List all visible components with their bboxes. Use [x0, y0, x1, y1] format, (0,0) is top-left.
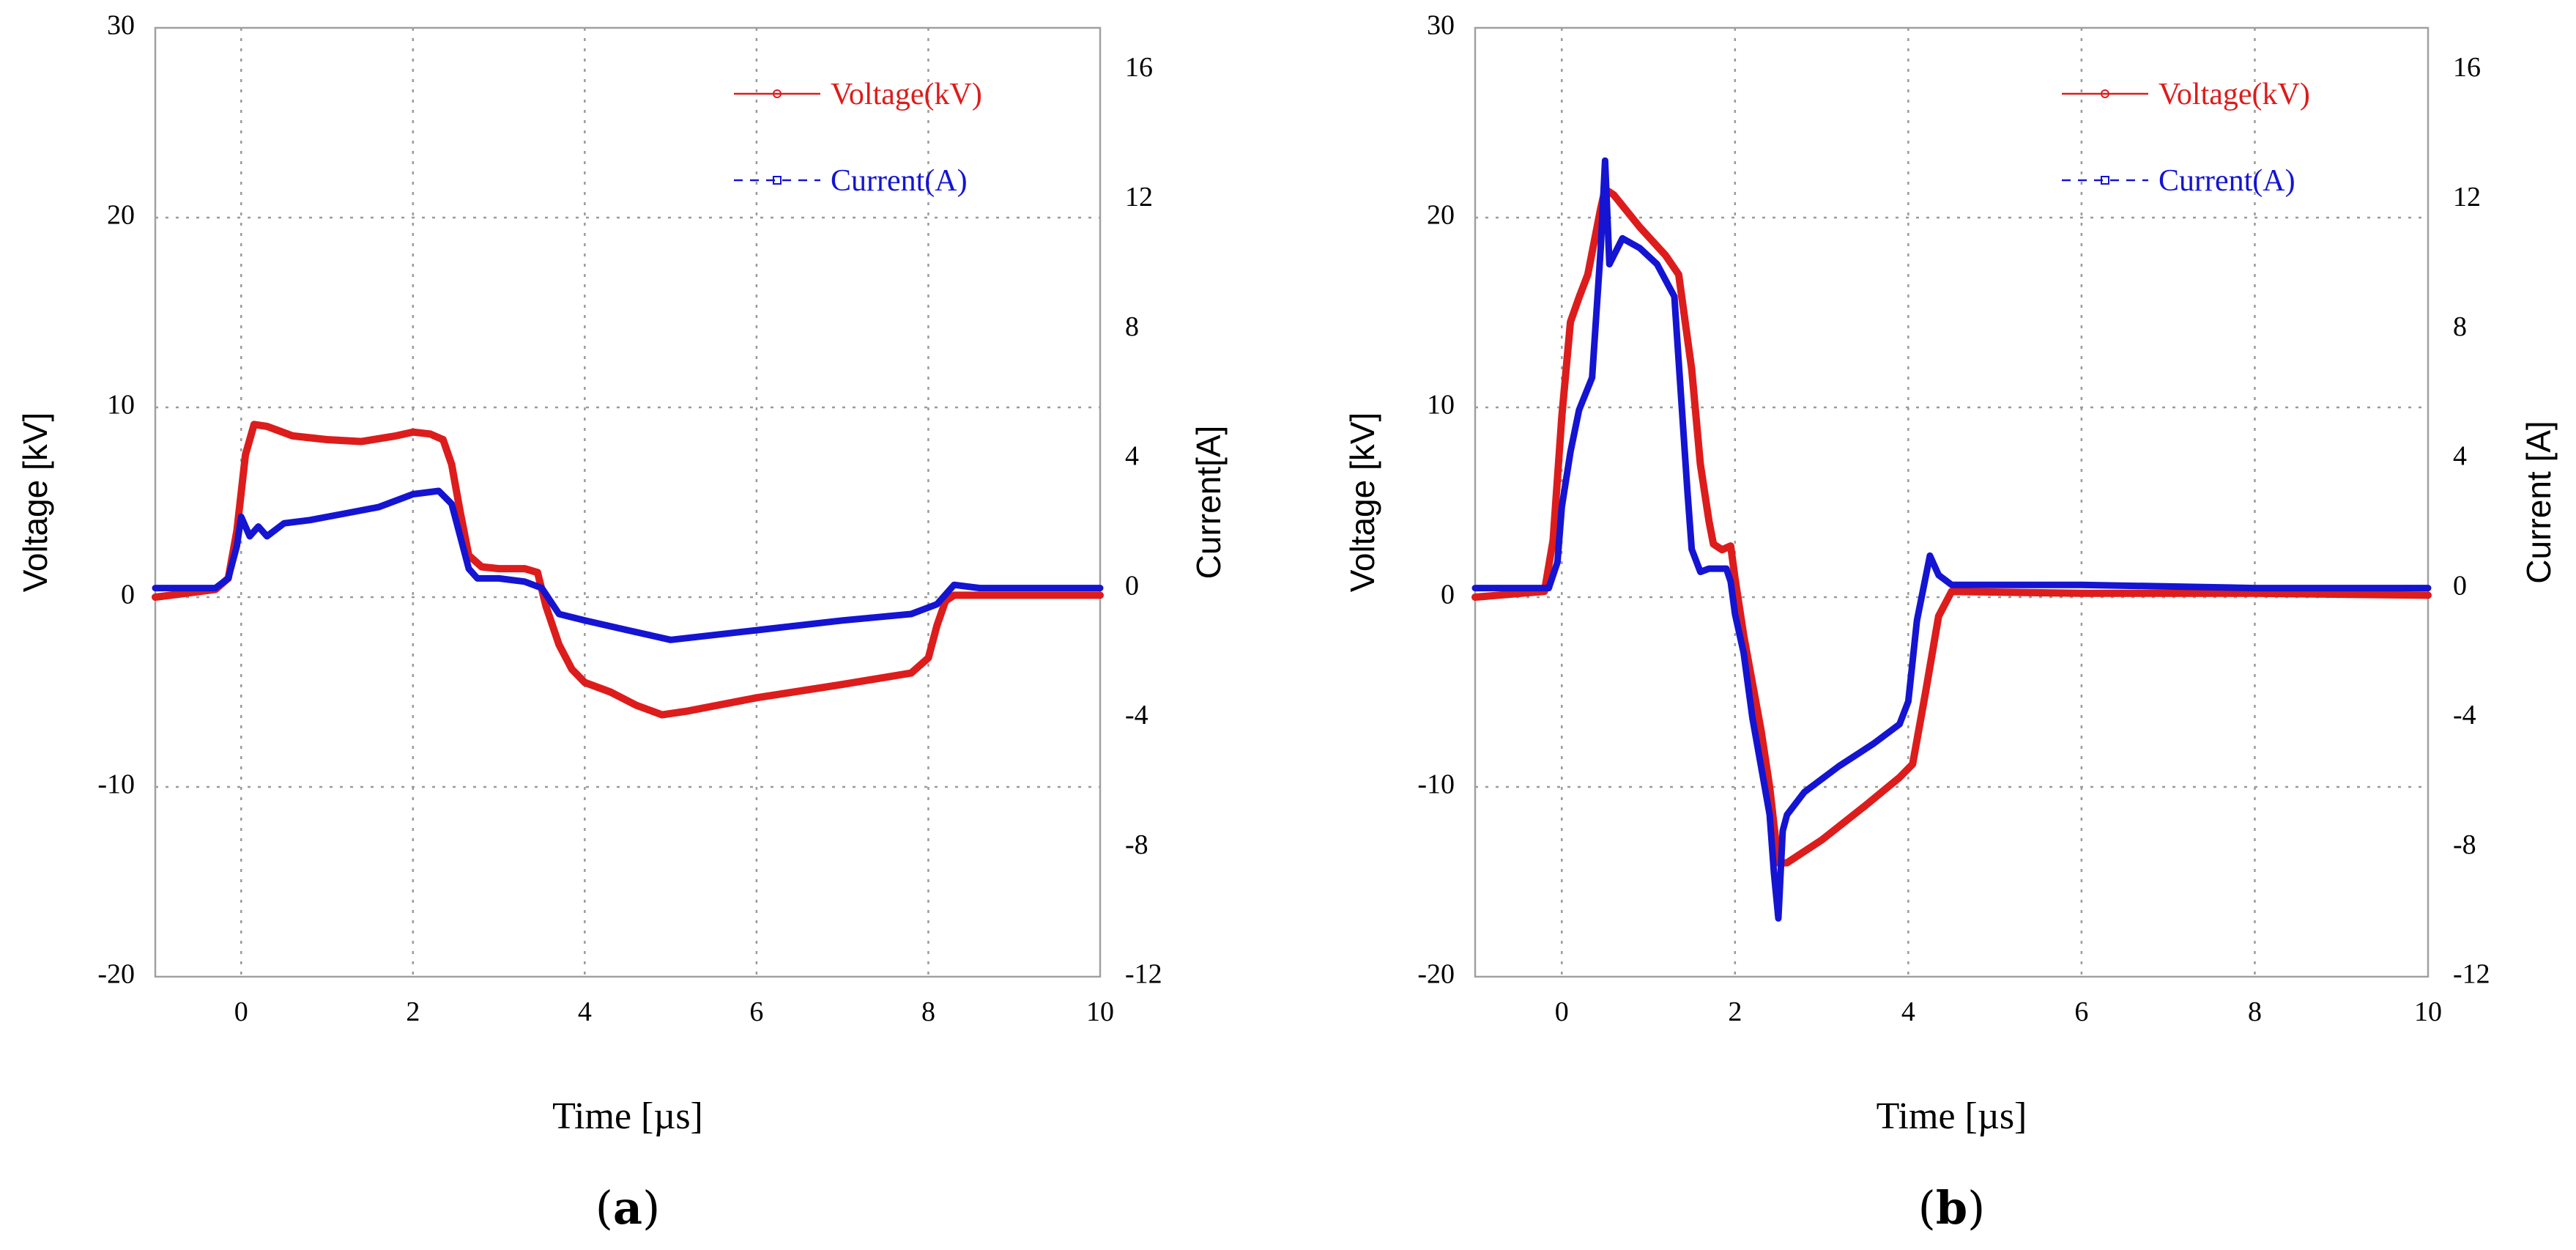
legend-label-voltage: Voltage(kV) — [831, 78, 982, 111]
y-tick-label-right: -4 — [2453, 700, 2476, 731]
y-tick-label-right: 8 — [2453, 311, 2467, 342]
chart-panel-b: 30 20 10 0 -10 -20 16 12 8 4 0 -4 -8 -12 0 2 4 6 8 10 Volta… — [1343, 10, 2558, 1235]
y-tick-label-left: 10 — [107, 390, 135, 421]
x-tick-label: 10 — [1086, 996, 1114, 1027]
x-tick-label: 0 — [1555, 996, 1569, 1027]
y-tick-label-right: 12 — [1125, 182, 1153, 212]
y-tick-label-right: -12 — [2453, 959, 2490, 990]
y-tick-label-left: -20 — [97, 959, 135, 990]
panel-label-b: (b) — [1918, 1181, 1986, 1235]
y-tick-label-right: 4 — [1125, 441, 1139, 472]
legend-a: Voltage(kV) Current(A) — [734, 78, 982, 198]
y-tick-label-right: 0 — [1125, 570, 1139, 601]
plot-frame-b — [1474, 26, 2430, 978]
x-tick-label: 4 — [1901, 996, 1915, 1027]
grid-a — [155, 28, 1100, 977]
x-tick-label: 6 — [2074, 996, 2088, 1027]
voltage-series-line — [152, 421, 1104, 719]
x-tick-label: 2 — [406, 996, 420, 1027]
y-tick-label-right: 8 — [1125, 311, 1139, 342]
plot-frame-a — [154, 26, 1102, 978]
y-tick-label-left: 0 — [1441, 580, 1455, 610]
y-tick-label-right: 16 — [2453, 52, 2481, 83]
x-axis-label: Time [µs] — [1877, 1095, 2027, 1137]
x-tick-label: 4 — [578, 996, 592, 1027]
y-tick-label-right: -8 — [1125, 829, 1148, 860]
y-tick-label-right: -4 — [1125, 700, 1148, 731]
y-tick-label-left: 20 — [1427, 200, 1455, 231]
voltage-series-line — [1471, 185, 2432, 867]
legend-marker-voltage — [2101, 89, 2109, 98]
y-tick-label-left: -10 — [97, 769, 135, 800]
x-tick-label: 8 — [2248, 996, 2262, 1027]
y-tick-label-right: 16 — [1125, 52, 1153, 83]
legend-marker-current — [2101, 176, 2109, 185]
y-tick-label-left: 10 — [1427, 390, 1455, 421]
panel-label-a: (a) — [595, 1181, 661, 1235]
y-axis-label-right: Current [A] — [2520, 421, 2558, 583]
legend-b: Voltage(kV) Current(A) — [2062, 78, 2310, 198]
y-tick-label-right: -8 — [2453, 829, 2476, 860]
legend-label-current: Current(A) — [831, 164, 968, 198]
y-tick-label-right: 12 — [2453, 182, 2481, 212]
x-tick-label: 10 — [2414, 996, 2442, 1027]
current-series-line — [152, 487, 1104, 643]
x-tick-label: 2 — [1728, 996, 1742, 1027]
current-series-line — [1471, 157, 2432, 922]
x-tick-label: 0 — [234, 996, 248, 1027]
x-tick-label: 6 — [749, 996, 763, 1027]
legend-marker-current — [773, 176, 782, 185]
panel-label-letter: b — [1936, 1181, 1967, 1235]
legend-marker-voltage — [773, 89, 782, 98]
panel-label-letter: a — [613, 1181, 642, 1235]
ticks-a: 30 20 10 0 -10 -20 16 12 8 4 0 -4 -8 -12 0 2 4 6 8 10 — [97, 10, 1162, 1027]
series-layer-a — [152, 421, 1104, 719]
y-tick-label-left: 20 — [107, 200, 135, 231]
y-tick-label-left: -10 — [1417, 769, 1455, 800]
legend-label-voltage: Voltage(kV) — [2159, 78, 2310, 111]
legend-label-current: Current(A) — [2159, 164, 2295, 198]
y-tick-label-left: 30 — [1427, 10, 1455, 41]
y-tick-label-left: -20 — [1417, 959, 1455, 990]
y-axis-label-right: Current[A] — [1189, 426, 1228, 580]
y-tick-label-right: 4 — [2453, 441, 2467, 472]
x-axis-label: Time [µs] — [552, 1095, 703, 1137]
x-tick-label: 8 — [921, 996, 935, 1027]
y-tick-label-left: 30 — [107, 10, 135, 41]
y-axis-label-left: Voltage [kV] — [16, 413, 54, 593]
y-tick-label-left: 0 — [121, 580, 135, 610]
ticks-b: 30 20 10 0 -10 -20 16 12 8 4 0 -4 -8 -12 0 2 4 6 8 10 — [1417, 10, 2490, 1027]
y-tick-label-right: -12 — [1125, 959, 1162, 990]
chart-panel-a: 30 20 10 0 -10 -20 16 12 8 4 0 -4 -8 -12 0 2 4 6 8 10 Volta… — [16, 10, 1228, 1235]
y-axis-label-left: Voltage [kV] — [1343, 413, 1381, 593]
series-layer-b — [1471, 157, 2432, 922]
y-tick-label-right: 0 — [2453, 570, 2467, 601]
